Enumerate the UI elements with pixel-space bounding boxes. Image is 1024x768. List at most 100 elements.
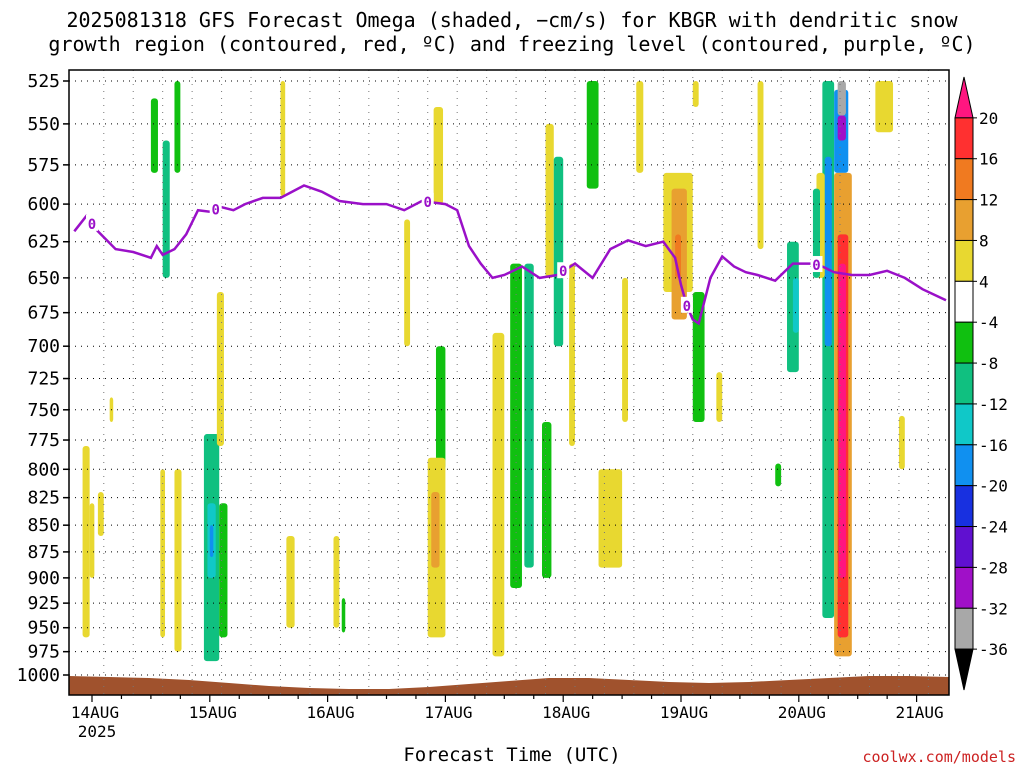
freezing-level-contour: 0 0 0 0 0 0 (73, 184, 947, 326)
omega-cell (541, 422, 552, 578)
y-tick-label: 900 (27, 568, 60, 589)
plot-frame (68, 69, 950, 696)
colorbar-label: -16 (979, 436, 1008, 455)
colorbar: 20 16 12 8 4 -4 -8 -12 -16 -20 -24 -28 -32 -36 (954, 76, 1008, 691)
colorbar-top-triangle (954, 76, 974, 119)
colorbar-label: -36 (979, 640, 1008, 659)
y-tick-label: 975 (27, 642, 60, 663)
x-tick-label: 15AUG (189, 703, 237, 722)
colorbar-segment (954, 362, 974, 405)
credit-text: coolwx.com/models (862, 748, 1016, 766)
ground-surface (69, 676, 949, 695)
x-axis-label: Forecast Time (UTC) (403, 744, 621, 766)
colorbar-segment (954, 158, 974, 201)
omega-cell (89, 503, 95, 578)
omega-cell (598, 469, 623, 568)
colorbar-label: -4 (979, 313, 998, 332)
omega-cell (404, 219, 411, 347)
omega-cell (838, 263, 846, 578)
x-tick-label: 16AUG (307, 703, 355, 722)
omega-cell (433, 106, 444, 205)
omega-cell (97, 492, 104, 536)
omega-cell (286, 535, 295, 628)
y-tick-label: 550 (27, 114, 60, 135)
omega-cell (757, 81, 764, 250)
y-tick-label: 525 (27, 71, 60, 92)
y-tick-label: 700 (27, 336, 60, 357)
omega-cell (82, 445, 90, 638)
omega-cell (219, 332, 222, 373)
colorbar-segment (954, 403, 974, 446)
omega-cell (174, 469, 182, 652)
colorbar-label: -24 (979, 518, 1008, 537)
colorbar-segment (954, 526, 974, 568)
y-tick-label: 800 (27, 459, 60, 480)
y-tick-label: 950 (27, 618, 60, 639)
colorbar-label: -28 (979, 558, 1008, 577)
y-tick-label: 750 (27, 400, 60, 421)
y-tick-label: 725 (27, 369, 60, 390)
freezing-level-label: 0 (812, 258, 820, 274)
freezing-level-label: 0 (211, 202, 219, 218)
omega-cell (341, 598, 346, 633)
omega-cell (875, 81, 894, 133)
omega-cell (692, 291, 705, 423)
chart-title-line2: growth region (contoured, red, ºC) and f… (48, 32, 976, 56)
omega-cell (162, 140, 170, 278)
freezing-level-label-bg (810, 256, 823, 273)
omega-cell (219, 503, 228, 638)
colorbar-segment (954, 321, 974, 364)
colorbar-label: -20 (979, 477, 1008, 496)
colorbar-segment (954, 444, 974, 487)
colorbar-segment (954, 239, 974, 282)
chart-title-line1: 2025081318 GFS Forecast Omega (shaded, −… (66, 8, 958, 32)
y-tick-label: 850 (27, 515, 60, 536)
y-tick-label: 600 (27, 194, 60, 215)
freezing-level-label: 0 (559, 264, 567, 280)
omega-cell (553, 156, 564, 347)
x-tick-label: 20AUG (778, 703, 826, 722)
omega-cell (435, 346, 446, 470)
omega-cell (510, 263, 522, 589)
x-tick-label: 14AUG (71, 703, 119, 722)
omega-cell (209, 525, 214, 558)
colorbar-label: 12 (979, 191, 998, 210)
colorbar-segment (954, 566, 974, 609)
colorbar-label: 16 (979, 150, 998, 169)
omega-cell (812, 188, 821, 278)
freezing-level-label: 0 (424, 195, 432, 211)
omega-cell (824, 156, 832, 347)
freezing-level-label: 0 (683, 299, 691, 315)
colorbar-label: -8 (979, 354, 998, 373)
colorbar-segment (954, 485, 974, 528)
omega-cell (636, 81, 644, 173)
omega-cell (492, 332, 505, 657)
omega-cell (622, 277, 628, 423)
freezing-level-line (73, 184, 947, 326)
x-axis: 14AUG 15AUG 16AUG 17AUG 18AUG 19AUG 20AUG 21AUG… (71, 695, 944, 741)
omega-cell (333, 535, 340, 628)
freezing-level-label-bg (557, 262, 570, 279)
colorbar-label: 20 (979, 109, 998, 128)
omega-cell (280, 81, 286, 197)
omega-cell (586, 81, 599, 189)
y-axis: 525 550 575 600 625 650 675 700 725 750 775 800 825 8… (17, 71, 69, 686)
colorbar-segment (954, 280, 974, 323)
x-tick-label: 17AUG (424, 703, 472, 722)
colorbar-label: 4 (979, 272, 989, 291)
colorbar-segment (954, 607, 974, 650)
freezing-level-label-bg (421, 192, 434, 209)
omega-cell (837, 81, 846, 116)
x-tick-label: 19AUG (660, 703, 708, 722)
omega-cell (431, 492, 440, 568)
freezing-level-label: 0 (88, 217, 96, 233)
colorbar-label: -32 (979, 599, 1008, 618)
omega-cell (692, 81, 699, 107)
x-year-label: 2025 (78, 722, 117, 741)
omega-cell (792, 277, 799, 333)
y-tick-label: 625 (27, 232, 60, 253)
y-tick-label: 675 (27, 303, 60, 324)
freezing-level-label-bg (680, 296, 693, 313)
y-tick-label: 825 (27, 488, 60, 509)
